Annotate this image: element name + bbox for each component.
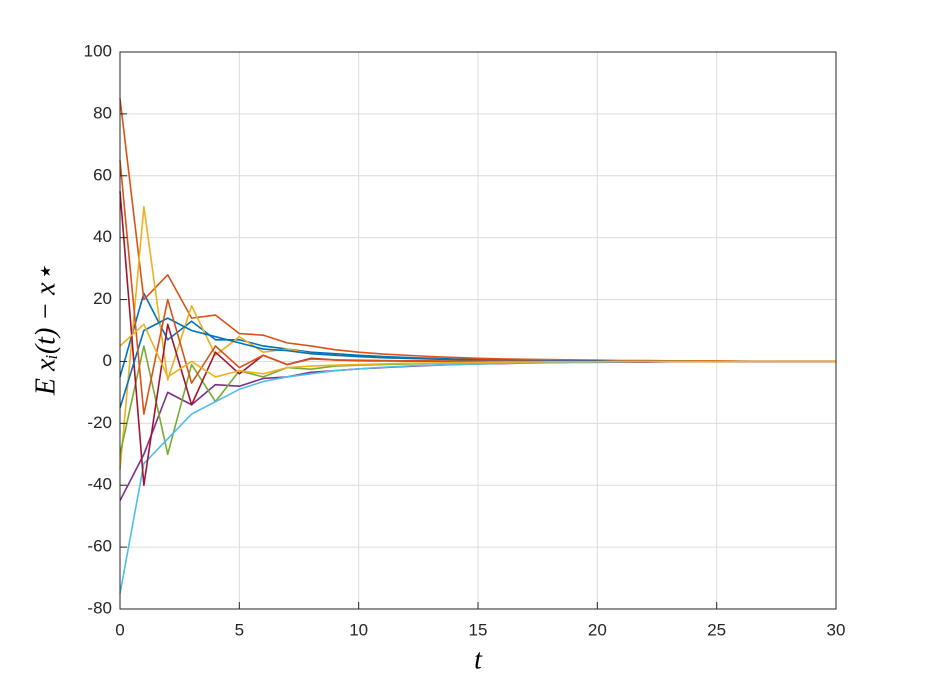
y-tick-label: -40 [87,475,112,494]
x-tick-label: 20 [588,620,607,639]
x-tick-label: 0 [115,620,124,639]
x-tick-label: 10 [349,620,368,639]
x-axis-label: t [474,644,483,675]
x-tick-label: 25 [707,620,726,639]
y-tick-label: 20 [93,289,112,308]
y-tick-label: 0 [103,351,112,370]
y-tick-label: 60 [93,165,112,184]
x-tick-label: 30 [827,620,846,639]
y-tick-label: 100 [84,41,112,60]
y-tick-label: -20 [87,413,112,432]
ticks: 0 5 10 15 20 25 30 -80 -60 -40 -20 0 20 40 60 80 100 [84,41,846,639]
series-line [119,323,836,378]
lines [119,98,836,594]
x-tick-label: 15 [469,620,488,639]
y-axis-label: E xᵢ(t) − x⋆ [30,265,61,396]
y-tick-label: 40 [93,227,112,246]
y-tick-label: -60 [87,537,112,556]
x-tick-label: 5 [235,620,244,639]
y-tick-label: 80 [93,103,112,122]
y-tick-label: -80 [87,598,112,617]
